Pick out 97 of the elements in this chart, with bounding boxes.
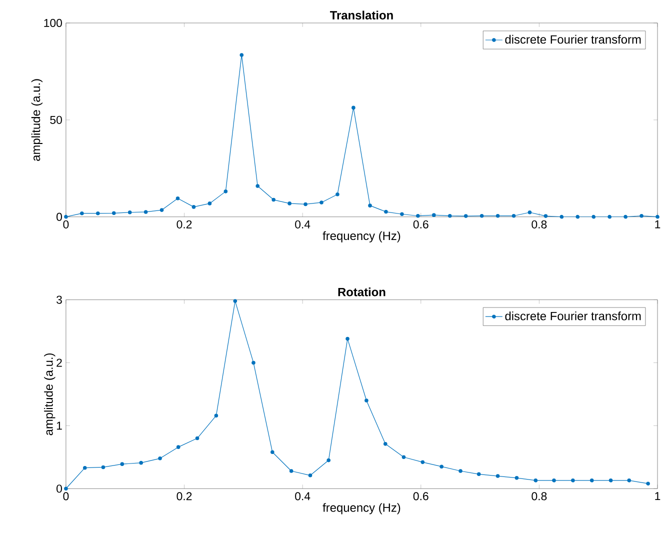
point xyxy=(590,478,594,483)
point xyxy=(352,106,356,110)
x-axis-title: frequency (Hz) xyxy=(322,232,400,243)
point xyxy=(82,466,87,470)
point xyxy=(534,478,538,483)
y-axis-title: amplitude (a.u.) xyxy=(44,354,56,436)
point xyxy=(416,214,420,218)
point xyxy=(195,436,200,440)
point xyxy=(560,215,564,219)
point xyxy=(214,414,218,418)
chart-title: Translation xyxy=(330,10,393,20)
chart-title: Rotation xyxy=(338,288,386,296)
point xyxy=(120,462,124,466)
point xyxy=(308,474,312,478)
x-axis-title: frequency (Hz) xyxy=(322,503,400,514)
point xyxy=(514,476,519,480)
point xyxy=(528,210,532,214)
point xyxy=(592,215,596,219)
point xyxy=(402,455,406,460)
point xyxy=(288,202,292,206)
point xyxy=(252,361,256,365)
point xyxy=(320,200,324,205)
y-tick-label: 50 xyxy=(50,116,62,124)
y-tick-label: 2 xyxy=(56,358,62,367)
point xyxy=(272,198,276,202)
legend-label: discrete Fourier transform xyxy=(505,35,641,44)
x-tick-label: 0.8 xyxy=(532,220,547,229)
point xyxy=(448,214,452,218)
point xyxy=(160,208,164,212)
y-tick-label: 0 xyxy=(56,484,62,493)
x-tick-label: 0 xyxy=(63,220,69,229)
point xyxy=(192,205,196,210)
point xyxy=(646,482,650,486)
point xyxy=(464,214,468,218)
point xyxy=(176,196,180,201)
point xyxy=(336,192,340,196)
x-tick-label: 0.2 xyxy=(176,220,192,229)
x-tick-label: 0 xyxy=(63,492,69,500)
legend-label: discrete Fourier transform xyxy=(505,312,641,320)
point xyxy=(496,214,500,218)
point xyxy=(346,337,350,341)
point xyxy=(576,215,580,219)
point xyxy=(224,190,228,194)
y-tick-label: 1 xyxy=(56,422,62,430)
x-tick-label: 0.6 xyxy=(413,220,428,229)
point xyxy=(400,212,404,216)
point xyxy=(364,398,368,403)
point xyxy=(458,469,462,474)
point xyxy=(544,214,548,218)
point xyxy=(289,469,294,474)
point xyxy=(627,478,632,483)
point xyxy=(326,458,330,462)
x-tick-label: 0.8 xyxy=(532,492,547,500)
point xyxy=(656,215,660,219)
point xyxy=(270,450,274,454)
point xyxy=(384,210,388,214)
point xyxy=(112,211,116,216)
y-axis-title: amplitude (a.u.) xyxy=(31,79,42,162)
point xyxy=(383,442,388,446)
point xyxy=(624,215,628,219)
point xyxy=(476,472,481,476)
x-tick-label: 1 xyxy=(655,220,660,228)
point xyxy=(432,213,436,218)
point xyxy=(304,202,308,206)
x-tick-label: 0.2 xyxy=(176,492,192,500)
point xyxy=(640,214,644,218)
point xyxy=(608,215,612,219)
point xyxy=(176,445,180,450)
point xyxy=(512,214,516,218)
point xyxy=(420,460,425,464)
point xyxy=(480,214,484,218)
point xyxy=(552,478,556,483)
y-tick-label: 3 xyxy=(56,296,62,304)
point xyxy=(101,466,106,470)
point xyxy=(80,212,84,216)
point xyxy=(96,212,100,216)
point xyxy=(256,184,260,188)
point xyxy=(64,215,68,219)
point xyxy=(368,204,372,208)
point xyxy=(608,478,613,483)
point xyxy=(440,464,444,469)
point xyxy=(144,210,148,214)
x-tick-label: 0.4 xyxy=(295,492,310,500)
point xyxy=(139,461,143,465)
point xyxy=(64,486,68,491)
point xyxy=(233,299,238,304)
x-tick-label: 1 xyxy=(655,492,660,500)
point xyxy=(571,478,575,483)
y-tick-label: 0 xyxy=(56,212,62,222)
point xyxy=(128,210,132,214)
point xyxy=(158,456,162,461)
y-tick-label: 100 xyxy=(44,19,62,28)
point xyxy=(208,202,212,206)
x-tick-label: 0.6 xyxy=(413,492,428,500)
point xyxy=(496,474,500,478)
x-tick-label: 0.4 xyxy=(295,220,310,229)
point xyxy=(240,53,244,58)
